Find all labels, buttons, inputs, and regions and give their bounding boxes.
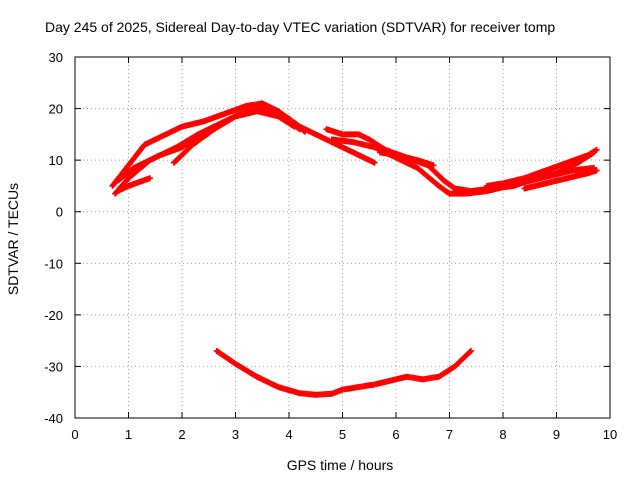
y-tick-label: 0 bbox=[56, 205, 63, 220]
y-tick-label: -40 bbox=[44, 411, 63, 426]
x-tick-label: 6 bbox=[392, 427, 399, 442]
y-tick-label: 30 bbox=[49, 50, 63, 65]
tick-labels: 0 1 2 3 4 5 6 7 8 9 10 -40 -30 -20 -10 0 10 20 30 bbox=[44, 50, 617, 442]
data-point bbox=[593, 146, 600, 153]
x-tick-label: 9 bbox=[553, 427, 560, 442]
data-point bbox=[296, 126, 303, 133]
data-point bbox=[291, 123, 298, 130]
y-tick-label: -20 bbox=[44, 308, 63, 323]
data-point bbox=[295, 125, 302, 132]
y-tick-label: 20 bbox=[49, 102, 63, 117]
x-tick-label: 5 bbox=[339, 427, 346, 442]
chart-title: Day 245 of 2025, Sidereal Day-to-day VTE… bbox=[45, 19, 555, 35]
data-point bbox=[371, 159, 378, 166]
y-tick-label: -10 bbox=[44, 256, 63, 271]
x-tick-label: 2 bbox=[178, 427, 185, 442]
data-point bbox=[467, 347, 474, 354]
series-track-10 bbox=[521, 167, 600, 192]
tick-marks bbox=[74, 56, 611, 419]
y-axis-title: SDTVAR / TECUs bbox=[5, 183, 21, 295]
x-axis-title: GPS time / hours bbox=[287, 457, 394, 473]
series-track-5 bbox=[170, 108, 298, 166]
series-track-3 bbox=[114, 175, 153, 195]
y-tick-label: -30 bbox=[44, 359, 63, 374]
x-tick-label: 8 bbox=[499, 427, 506, 442]
x-tick-label: 3 bbox=[232, 427, 239, 442]
series-track-9 bbox=[483, 146, 600, 189]
y-tick-label: 10 bbox=[49, 153, 63, 168]
series-track-8 bbox=[376, 149, 437, 169]
x-tick-label: 10 bbox=[603, 427, 617, 442]
x-tick-label: 7 bbox=[446, 427, 453, 442]
data-point bbox=[300, 127, 307, 134]
data-point bbox=[146, 175, 153, 182]
data-point bbox=[466, 348, 473, 355]
x-tick-label: 0 bbox=[71, 427, 78, 442]
series-track-11 bbox=[213, 347, 474, 398]
data-points bbox=[109, 100, 600, 398]
x-tick-label: 4 bbox=[285, 427, 292, 442]
data-point bbox=[430, 162, 437, 169]
data-point bbox=[593, 167, 600, 174]
data-point bbox=[302, 128, 309, 135]
x-tick-label: 1 bbox=[125, 427, 132, 442]
